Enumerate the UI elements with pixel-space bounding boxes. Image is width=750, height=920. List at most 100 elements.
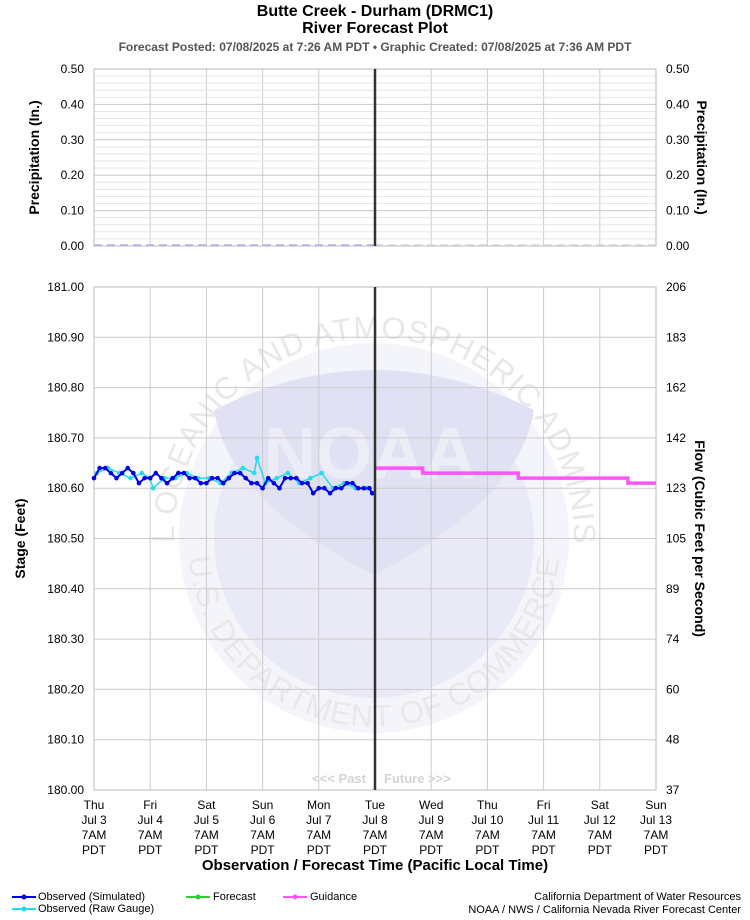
series-observed-raw-point	[319, 470, 324, 476]
precip-ytick-left: 0.10	[61, 204, 85, 218]
series-observed-simulated-point	[198, 480, 204, 486]
series-observed-simulated-point	[147, 475, 153, 481]
precip-ylabel-left: Precipitation (In.)	[26, 100, 42, 214]
stage-ytick-left: 180.70	[47, 431, 84, 445]
x-tick-label: PDT	[419, 843, 444, 857]
future-label: Future >>>	[384, 771, 451, 786]
precip-ytick-left: 0.00	[61, 239, 85, 253]
series-observed-simulated-point	[260, 485, 265, 491]
series-observed-simulated-point	[164, 480, 170, 486]
series-observed-simulated-point	[316, 485, 322, 491]
series-observed-simulated-point	[355, 485, 361, 491]
series-observed-simulated-point	[226, 475, 232, 481]
x-tick-label: 7AM	[82, 828, 107, 842]
precip-ytick-right: 0.50	[666, 62, 690, 76]
x-tick-label: Jul 5	[194, 813, 220, 827]
x-tick-label: Jul 7	[306, 813, 332, 827]
x-tick-label: 7AM	[531, 828, 556, 842]
series-observed-simulated-point	[265, 475, 271, 481]
stage-ylabel-left: Stage (Feet)	[12, 498, 28, 578]
series-observed-simulated-point	[204, 480, 209, 486]
x-tick-label: Jul 11	[528, 813, 559, 827]
x-tick-label: Wed	[419, 798, 443, 812]
noaa-watermark: NATIONAL OCEANIC AND ATMOSPHERIC ADMINIS…	[0, 0, 601, 734]
legend-guidance-marker	[283, 894, 307, 900]
legend-observed-simulated-marker	[12, 894, 36, 912]
series-observed-simulated-point	[170, 475, 175, 481]
x-axis-label: Observation / Forecast Time (Pacific Loc…	[202, 857, 548, 874]
watermark-logo-text: NOAA	[264, 414, 476, 494]
x-tick-label: 7AM	[306, 828, 331, 842]
stage-panel: 181.00 206 180.90 183 180.80 162 180.70 142 180.…	[12, 280, 708, 874]
series-observed-simulated-point	[369, 490, 375, 496]
series-observed-simulated-point	[97, 465, 102, 471]
x-tick-label: PDT	[307, 843, 332, 857]
series-observed-simulated-point	[344, 480, 350, 486]
stage-ytick-left: 180.40	[47, 582, 84, 596]
legend-observed-simulated: Observed (Simulated)	[38, 891, 145, 903]
x-tick-label: Jul 3	[81, 813, 107, 827]
series-observed-simulated-point	[327, 490, 333, 496]
precip-ytick-right: 0.20	[666, 168, 690, 182]
series-observed-raw-point	[274, 475, 279, 481]
precip-ytick-right: 0.40	[666, 97, 690, 111]
series-observed-simulated-point	[294, 475, 299, 481]
x-tick-label: Jul 9	[419, 813, 445, 827]
legend-forecast: Forecast	[213, 891, 256, 903]
series-observed-simulated-point	[277, 485, 282, 491]
series-observed-raw-point	[285, 470, 291, 476]
x-tick-label: PDT	[363, 843, 388, 857]
series-observed-simulated-point	[232, 470, 237, 476]
stage-ytick-left: 180.20	[47, 682, 84, 696]
precip-ytick-right: 0.00	[666, 239, 690, 253]
x-tick-label: Sun	[645, 798, 666, 812]
credit-dwr: California Department of Water Resources	[534, 891, 741, 903]
precip-ylabel-right: Precipitation (In.)	[694, 100, 710, 214]
flow-ytick-right: 123	[666, 481, 686, 495]
precip-ytick-left: 0.40	[61, 97, 85, 111]
series-observed-simulated-point	[338, 485, 344, 491]
series-observed-simulated-point	[209, 475, 215, 481]
x-tick-label: Jul 10	[471, 813, 503, 827]
x-tick-label: Sat	[591, 798, 610, 812]
series-observed-simulated-point	[102, 465, 108, 471]
series-observed-simulated-point	[108, 470, 114, 476]
x-tick-label: Thu	[84, 798, 105, 812]
series-observed-raw-point	[139, 470, 145, 476]
precip-ytick-left: 0.20	[61, 168, 85, 182]
stage-ytick-left: 181.00	[47, 280, 84, 294]
x-tick-label: Thu	[477, 798, 498, 812]
precip-ytick-left: 0.30	[61, 133, 85, 147]
x-tick-label: 7AM	[250, 828, 275, 842]
x-tick-label: 7AM	[587, 828, 612, 842]
x-tick-label: PDT	[588, 843, 613, 857]
series-observed-raw-point	[150, 485, 156, 491]
series-observed-simulated-point	[305, 480, 310, 486]
x-tick-label: Sun	[252, 798, 273, 812]
stage-ytick-left: 180.10	[47, 733, 84, 747]
x-tick-label: Jul 6	[250, 813, 276, 827]
series-observed-raw-point	[254, 455, 260, 461]
x-tick-label: Sat	[197, 798, 216, 812]
series-observed-simulated-point	[333, 485, 338, 491]
legend-forecast-marker	[186, 894, 210, 900]
series-observed-simulated-point	[243, 475, 249, 481]
series-guidance-line	[375, 466, 656, 485]
series-observed-simulated-point	[237, 470, 243, 476]
flow-ytick-right: 89	[666, 582, 680, 596]
series-observed-simulated-point	[136, 480, 142, 486]
series-observed-raw-point	[240, 465, 246, 471]
series-observed-simulated-point	[131, 470, 136, 476]
series-observed-simulated-point	[299, 480, 305, 486]
x-tick-label: PDT	[644, 843, 669, 857]
x-tick-label: 7AM	[194, 828, 219, 842]
flow-ytick-right: 74	[666, 632, 680, 646]
forecast-posted-info: Forecast Posted: 07/08/2025 at 7:26 AM P…	[118, 40, 632, 54]
x-tick-label: 7AM	[363, 828, 388, 842]
legend-observed-raw: Observed (Raw Gauge)	[38, 903, 155, 915]
series-observed-simulated-point	[192, 475, 198, 481]
flow-ytick-right: 60	[666, 682, 680, 696]
precip-ytick-right: 0.10	[666, 204, 690, 218]
series-observed-simulated-point	[282, 475, 288, 481]
